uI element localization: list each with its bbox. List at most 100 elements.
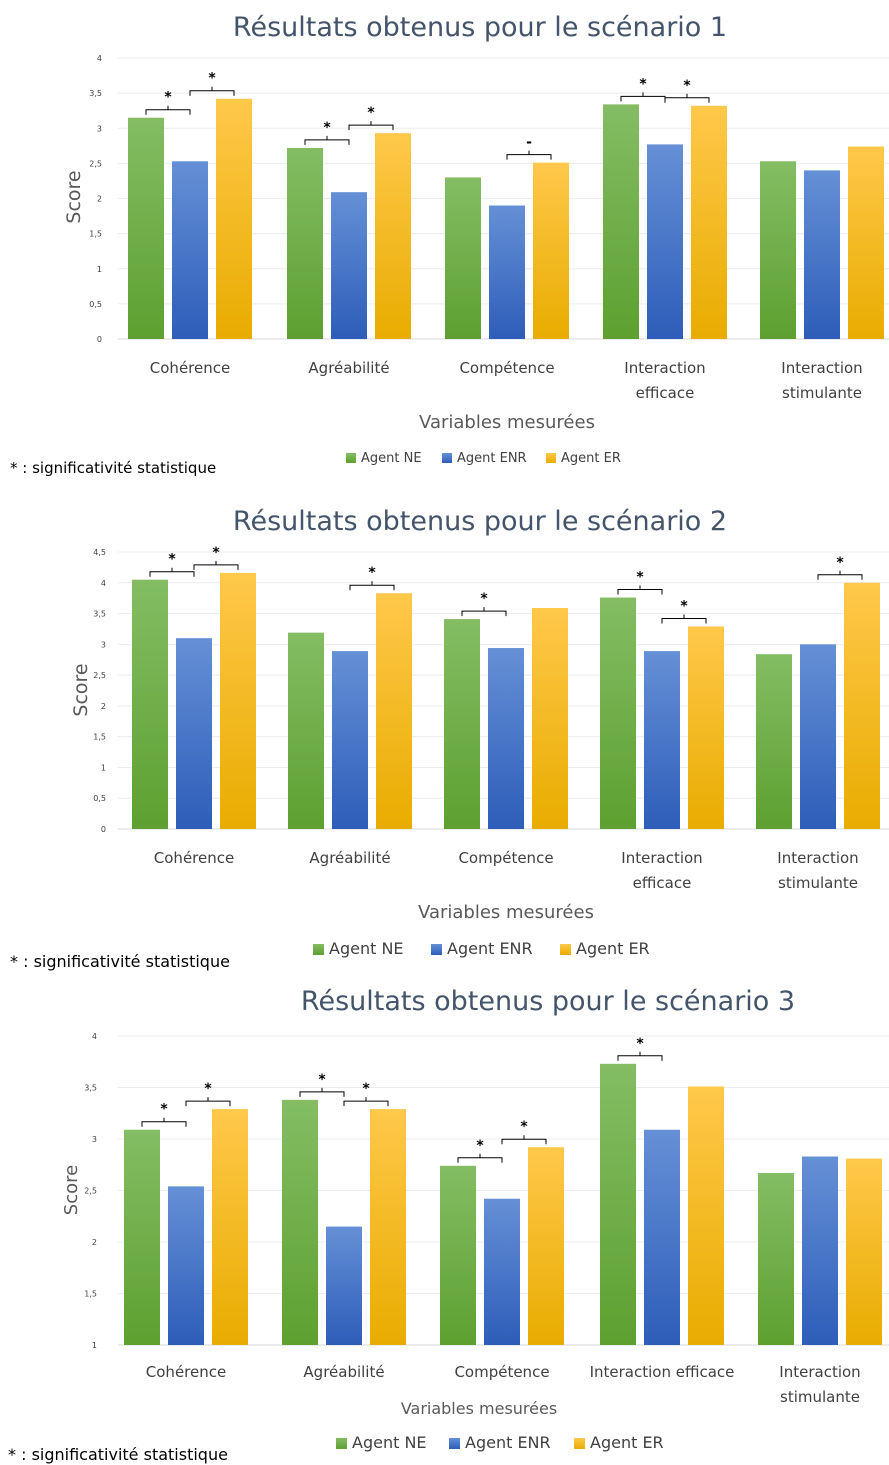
- bar-agent-er: [375, 133, 411, 339]
- bar-agent-er: [216, 98, 252, 340]
- chart-2: Résultats obtenus pour le scénario 2 0 0,5…: [10, 506, 889, 971]
- bracket-line: [664, 93, 710, 103]
- legend-label: Agent ENR: [457, 451, 527, 466]
- bracket-line: [185, 1097, 231, 1107]
- bracket-line: [343, 1097, 389, 1107]
- bracket-line: [501, 1135, 547, 1145]
- category-label: stimulante: [778, 874, 858, 892]
- bar-agent-er: [220, 572, 256, 829]
- significance-mark: *: [367, 105, 375, 121]
- bar-agent-ne: [445, 177, 481, 339]
- bracket-line: [141, 1117, 187, 1127]
- bar-agent-ne: [600, 1063, 636, 1345]
- y-tick-label: 1,5: [89, 230, 102, 239]
- bar-agent-enr: [800, 644, 836, 829]
- category-label: Interaction: [624, 359, 705, 377]
- bracket-line: [349, 581, 395, 591]
- bar-agent-er: [528, 1147, 564, 1345]
- significance-mark: *: [362, 1081, 370, 1097]
- significance-mark: *: [639, 76, 647, 92]
- legend-swatch: [546, 453, 556, 463]
- significance-mark: *: [164, 90, 172, 106]
- bracket-line: [145, 105, 191, 115]
- legend-swatch: [574, 1438, 585, 1449]
- x-axis-label: Variables mesurées: [418, 902, 594, 923]
- category-label: Agréabilité: [309, 849, 390, 867]
- y-tick-label: 3,5: [93, 610, 106, 619]
- y-tick-label: 2: [92, 1238, 97, 1247]
- category-label: Agréabilité: [303, 1363, 384, 1381]
- significance-mark: *: [204, 1081, 212, 1097]
- y-tick-label: 0: [101, 825, 106, 834]
- legend-swatch: [346, 453, 356, 463]
- chart-3: Résultats obtenus pour le scénario 3 1 1,5…: [8, 986, 889, 1464]
- bracket-line: [617, 585, 663, 595]
- bracket-line: [457, 1153, 503, 1163]
- bracket-line: [817, 570, 863, 580]
- y-tick-label: 2,5: [84, 1187, 97, 1196]
- significance-mark: *: [680, 598, 688, 614]
- chart-title: Résultats obtenus pour le scénario 3: [301, 986, 795, 1017]
- chart-title: Résultats obtenus pour le scénario 2: [233, 506, 727, 537]
- y-tick-label: 2: [97, 195, 102, 204]
- y-tick-label: 0: [97, 335, 102, 344]
- legend-label: Agent NE: [329, 939, 404, 958]
- significance-mark: *: [480, 591, 488, 607]
- y-tick-label: 2,5: [89, 159, 102, 168]
- bar-agent-er: [844, 582, 880, 829]
- bracket-line: [193, 560, 239, 570]
- significance-bracket: *: [193, 545, 239, 570]
- bar-agent-enr: [647, 144, 683, 339]
- legend-label: Agent NE: [361, 451, 422, 466]
- legend-label: Agent ENR: [447, 939, 533, 958]
- category-label: Compétence: [459, 359, 554, 377]
- legend: Agent NE Agent ENR Agent ER: [346, 451, 621, 466]
- y-tick-label: 4: [92, 1032, 97, 1041]
- bar-agent-ne: [756, 654, 792, 829]
- significance-bracket: *: [461, 591, 507, 617]
- bar-agent-ne: [440, 1165, 476, 1345]
- significance-bracket: *: [141, 1102, 187, 1127]
- significance-bracket: *: [149, 552, 195, 577]
- significance-bracket: *: [617, 1036, 663, 1061]
- legend-label: Agent ENR: [465, 1433, 551, 1452]
- y-axis-label: Score: [61, 1165, 82, 1215]
- x-axis-label: Variables mesurées: [401, 1399, 557, 1418]
- category-label: stimulante: [780, 1388, 860, 1406]
- significance-mark: *: [318, 1072, 326, 1088]
- y-tick-label: 4: [101, 579, 106, 588]
- y-tick-label: 3,5: [84, 1084, 97, 1093]
- bracket-line: [304, 135, 350, 145]
- bracket-line: [461, 607, 507, 617]
- bar-agent-ne: [128, 117, 164, 340]
- significance-bracket: *: [349, 565, 395, 591]
- bracket-line: [620, 92, 666, 102]
- category-label: Interaction: [779, 1363, 860, 1381]
- significance-mark: *: [208, 71, 216, 87]
- y-tick-label: 1: [101, 763, 106, 772]
- y-tick-label: 4: [97, 54, 102, 63]
- bar-agent-er: [848, 146, 884, 339]
- bracket-line: [661, 614, 707, 624]
- bar-agent-enr: [802, 1156, 838, 1345]
- bar-agent-er: [688, 626, 724, 829]
- bar-agent-ne: [760, 161, 796, 339]
- significance-bracket: *: [620, 76, 666, 102]
- bar-agent-ne: [287, 147, 323, 339]
- bar-agent-ne: [288, 632, 324, 829]
- significance-mark: *: [323, 120, 331, 136]
- category-label: Cohérence: [146, 1363, 226, 1381]
- bar-agent-ne: [600, 597, 636, 829]
- y-tick-label: 3: [97, 124, 102, 133]
- significance-bracket: *: [664, 78, 710, 103]
- significance-mark: *: [836, 555, 844, 571]
- chart-1: Résultats obtenus pour le scénario 1 0 0,5…: [10, 12, 889, 477]
- bar-agent-ne: [282, 1099, 318, 1345]
- significance-mark: *: [168, 552, 176, 568]
- bar-agent-enr: [331, 192, 367, 339]
- legend: Agent NE Agent ENR Agent ER: [336, 1433, 664, 1452]
- bracket-line: [348, 121, 394, 131]
- bar-agent-enr: [168, 1186, 204, 1345]
- bar-agent-enr: [644, 651, 680, 829]
- significance-bracket: *: [348, 105, 394, 131]
